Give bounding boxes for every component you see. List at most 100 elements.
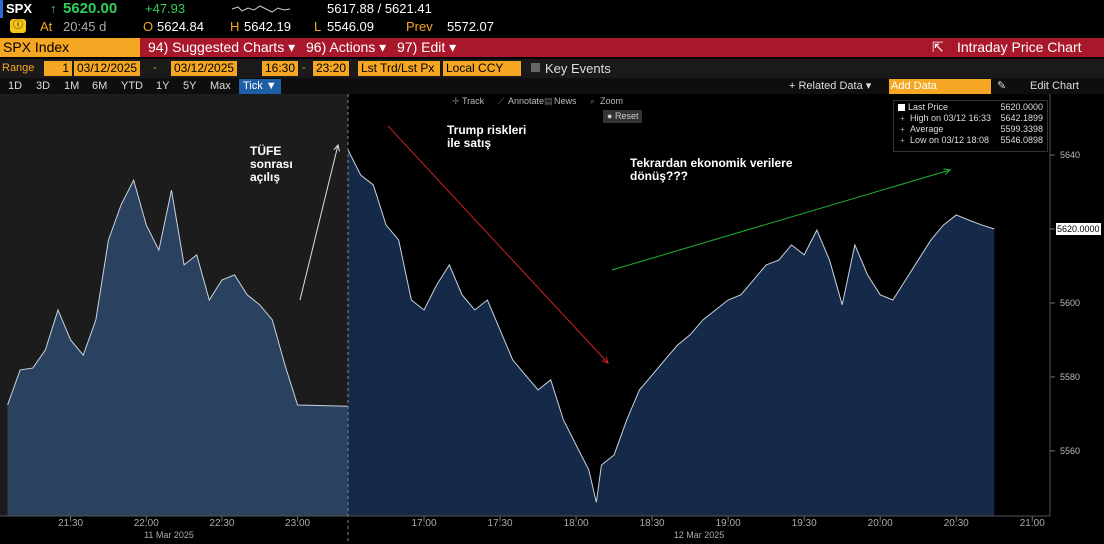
reset-label[interactable]: Reset <box>614 111 639 121</box>
price-line <box>7 178 349 407</box>
security[interactable]: SPX Index <box>0 38 140 57</box>
legend-marker: + <box>900 125 905 134</box>
period-button[interactable]: Max <box>210 80 231 92</box>
time-label: At <box>40 19 53 34</box>
x-tick-label: 18:00 <box>564 518 589 529</box>
edit-chart[interactable]: Edit Chart <box>1030 80 1079 92</box>
export-icon[interactable]: ⇱ <box>932 39 944 55</box>
tool-label[interactable]: Zoom <box>600 96 624 106</box>
legend-label: Low on 03/12 18:08 <box>910 135 990 145</box>
x-tick-label: 21:00 <box>1020 518 1045 529</box>
menu-item[interactable]: 94) Suggested Charts ▾ <box>148 39 296 55</box>
legend-value: 5620.0000 <box>1000 102 1043 112</box>
tool-icon[interactable]: ⌕ <box>590 96 596 106</box>
x-tick-label: 22:00 <box>134 518 159 529</box>
bid-ask: 5617.88 / 5621.41 <box>327 1 432 16</box>
low: 5546.09 <box>327 19 374 34</box>
period-button[interactable]: 3D <box>36 80 51 92</box>
period-button[interactable]: 1M <box>64 80 80 92</box>
tool-label[interactable]: Track <box>462 96 485 106</box>
legend-value: 5599.3398 <box>1000 124 1043 134</box>
x-tick-label: 21:30 <box>58 518 83 529</box>
annotation: sonrası <box>250 157 293 171</box>
annotation: Tekrardan ekonomik verilere <box>630 156 793 170</box>
legend-value: 5642.1899 <box>1000 113 1043 123</box>
legend-marker: + <box>900 136 905 145</box>
menu-item[interactable]: 96) Actions ▾ <box>306 39 387 55</box>
arrow: ↑ <box>50 1 57 16</box>
last-price-tag: 5620.0000 <box>1056 223 1101 235</box>
period-button[interactable]: 1D <box>8 80 23 92</box>
tool-label[interactable]: News <box>554 96 577 106</box>
last-price: 5620.00 <box>63 0 118 17</box>
currency[interactable]: Local CCY <box>443 61 521 76</box>
high: 5642.19 <box>244 19 291 34</box>
period-bar: 1D 3D 1M 6M YTD 1Y 5Y Max Tick ▼ + Related Data… <box>0 78 1104 94</box>
arrow <box>611 170 950 271</box>
tool-icon[interactable]: ⟋ <box>498 96 505 106</box>
open: 5624.84 <box>157 19 204 34</box>
price-field[interactable]: Lst Trd/Lst Px <box>358 61 440 76</box>
end-date[interactable]: 03/12/2025 <box>171 61 238 76</box>
x-tick-label: 17:30 <box>488 518 513 529</box>
x-tick-label: 17:00 <box>412 518 437 529</box>
legend-label: High on 03/12 16:33 <box>910 113 992 123</box>
menu-bar: SPX Index 94) Suggested Charts ▾ 96) Act… <box>0 38 1104 57</box>
time: 20:45 d <box>63 19 107 34</box>
arrow <box>387 125 608 363</box>
y-tick-label: 5640 <box>1060 150 1080 160</box>
add-data[interactable]: Add Data <box>889 79 991 94</box>
area-fill <box>7 180 349 516</box>
range-number[interactable]: 1 <box>44 61 72 76</box>
x-tick-label: 22:30 <box>209 518 234 529</box>
start-date[interactable]: 03/12/2025 <box>74 61 141 76</box>
separator: - <box>302 62 306 74</box>
price-line <box>347 149 995 503</box>
end-time[interactable]: 23:20 <box>313 61 350 76</box>
start-time[interactable]: 16:30 <box>262 61 299 76</box>
x-tick-label: 19:00 <box>716 518 741 529</box>
legend-label: Average <box>910 124 944 134</box>
ticker: SPX <box>0 0 32 18</box>
reset-button[interactable]: ● Reset <box>603 110 643 123</box>
high-label: H <box>230 19 240 34</box>
y-tick-label: 5580 <box>1060 372 1080 382</box>
x-tick-label: 20:00 <box>868 518 893 529</box>
legend-swatch <box>898 104 905 111</box>
info-icon[interactable]: ⓘ <box>10 19 26 33</box>
prev: 5572.07 <box>447 19 494 34</box>
tick-menu[interactable]: Tick ▼ <box>239 79 281 94</box>
annotation: TÜFE <box>250 143 281 158</box>
annotation: ile satış <box>447 136 491 150</box>
y-tick-label: 5600 <box>1060 298 1080 308</box>
legend: Last Price 5620.0000 + High on 03/12 16:33 5… <box>893 100 1048 152</box>
prev-label: Prev <box>406 19 433 34</box>
sparkline <box>232 5 291 13</box>
stats-row: ⓘ At 20:45 d O 5624.84 H 5642.19 L 5546.… <box>0 18 1104 37</box>
separator: - <box>153 62 157 74</box>
range-label: Range <box>2 62 35 74</box>
change: +47.93 <box>145 1 186 16</box>
legend-label: Last Price <box>908 102 949 112</box>
annotation-arrows <box>0 94 1051 544</box>
key-events[interactable]: Key Events <box>545 61 611 76</box>
period-button[interactable]: 6M <box>92 80 108 92</box>
tool-icon[interactable]: ▤ <box>544 96 553 106</box>
menu-item[interactable]: 97) Edit ▾ <box>397 39 457 55</box>
period-button[interactable]: YTD <box>121 80 143 92</box>
x-axis-date: 11 Mar 2025 <box>144 530 194 540</box>
tool-icon[interactable]: ✛ <box>452 96 460 106</box>
x-tick-label: 18:30 <box>640 518 665 529</box>
range-bar: Range 1 03/12/2025 - 03/12/2025 16:30 - … <box>0 59 1104 78</box>
edit-icon[interactable]: ✎ <box>997 80 1007 92</box>
related-data[interactable]: + Related Data ▾ <box>789 80 872 92</box>
annotation: açılış <box>250 170 280 184</box>
annotation: Trump riskleri <box>447 123 526 137</box>
period-button[interactable]: 5Y <box>183 80 197 92</box>
period-button[interactable]: 1Y <box>156 80 170 92</box>
checkbox[interactable] <box>531 63 540 72</box>
x-axis-date: 12 Mar 2025 <box>674 530 725 540</box>
tool-label[interactable]: Annotate <box>508 96 545 106</box>
